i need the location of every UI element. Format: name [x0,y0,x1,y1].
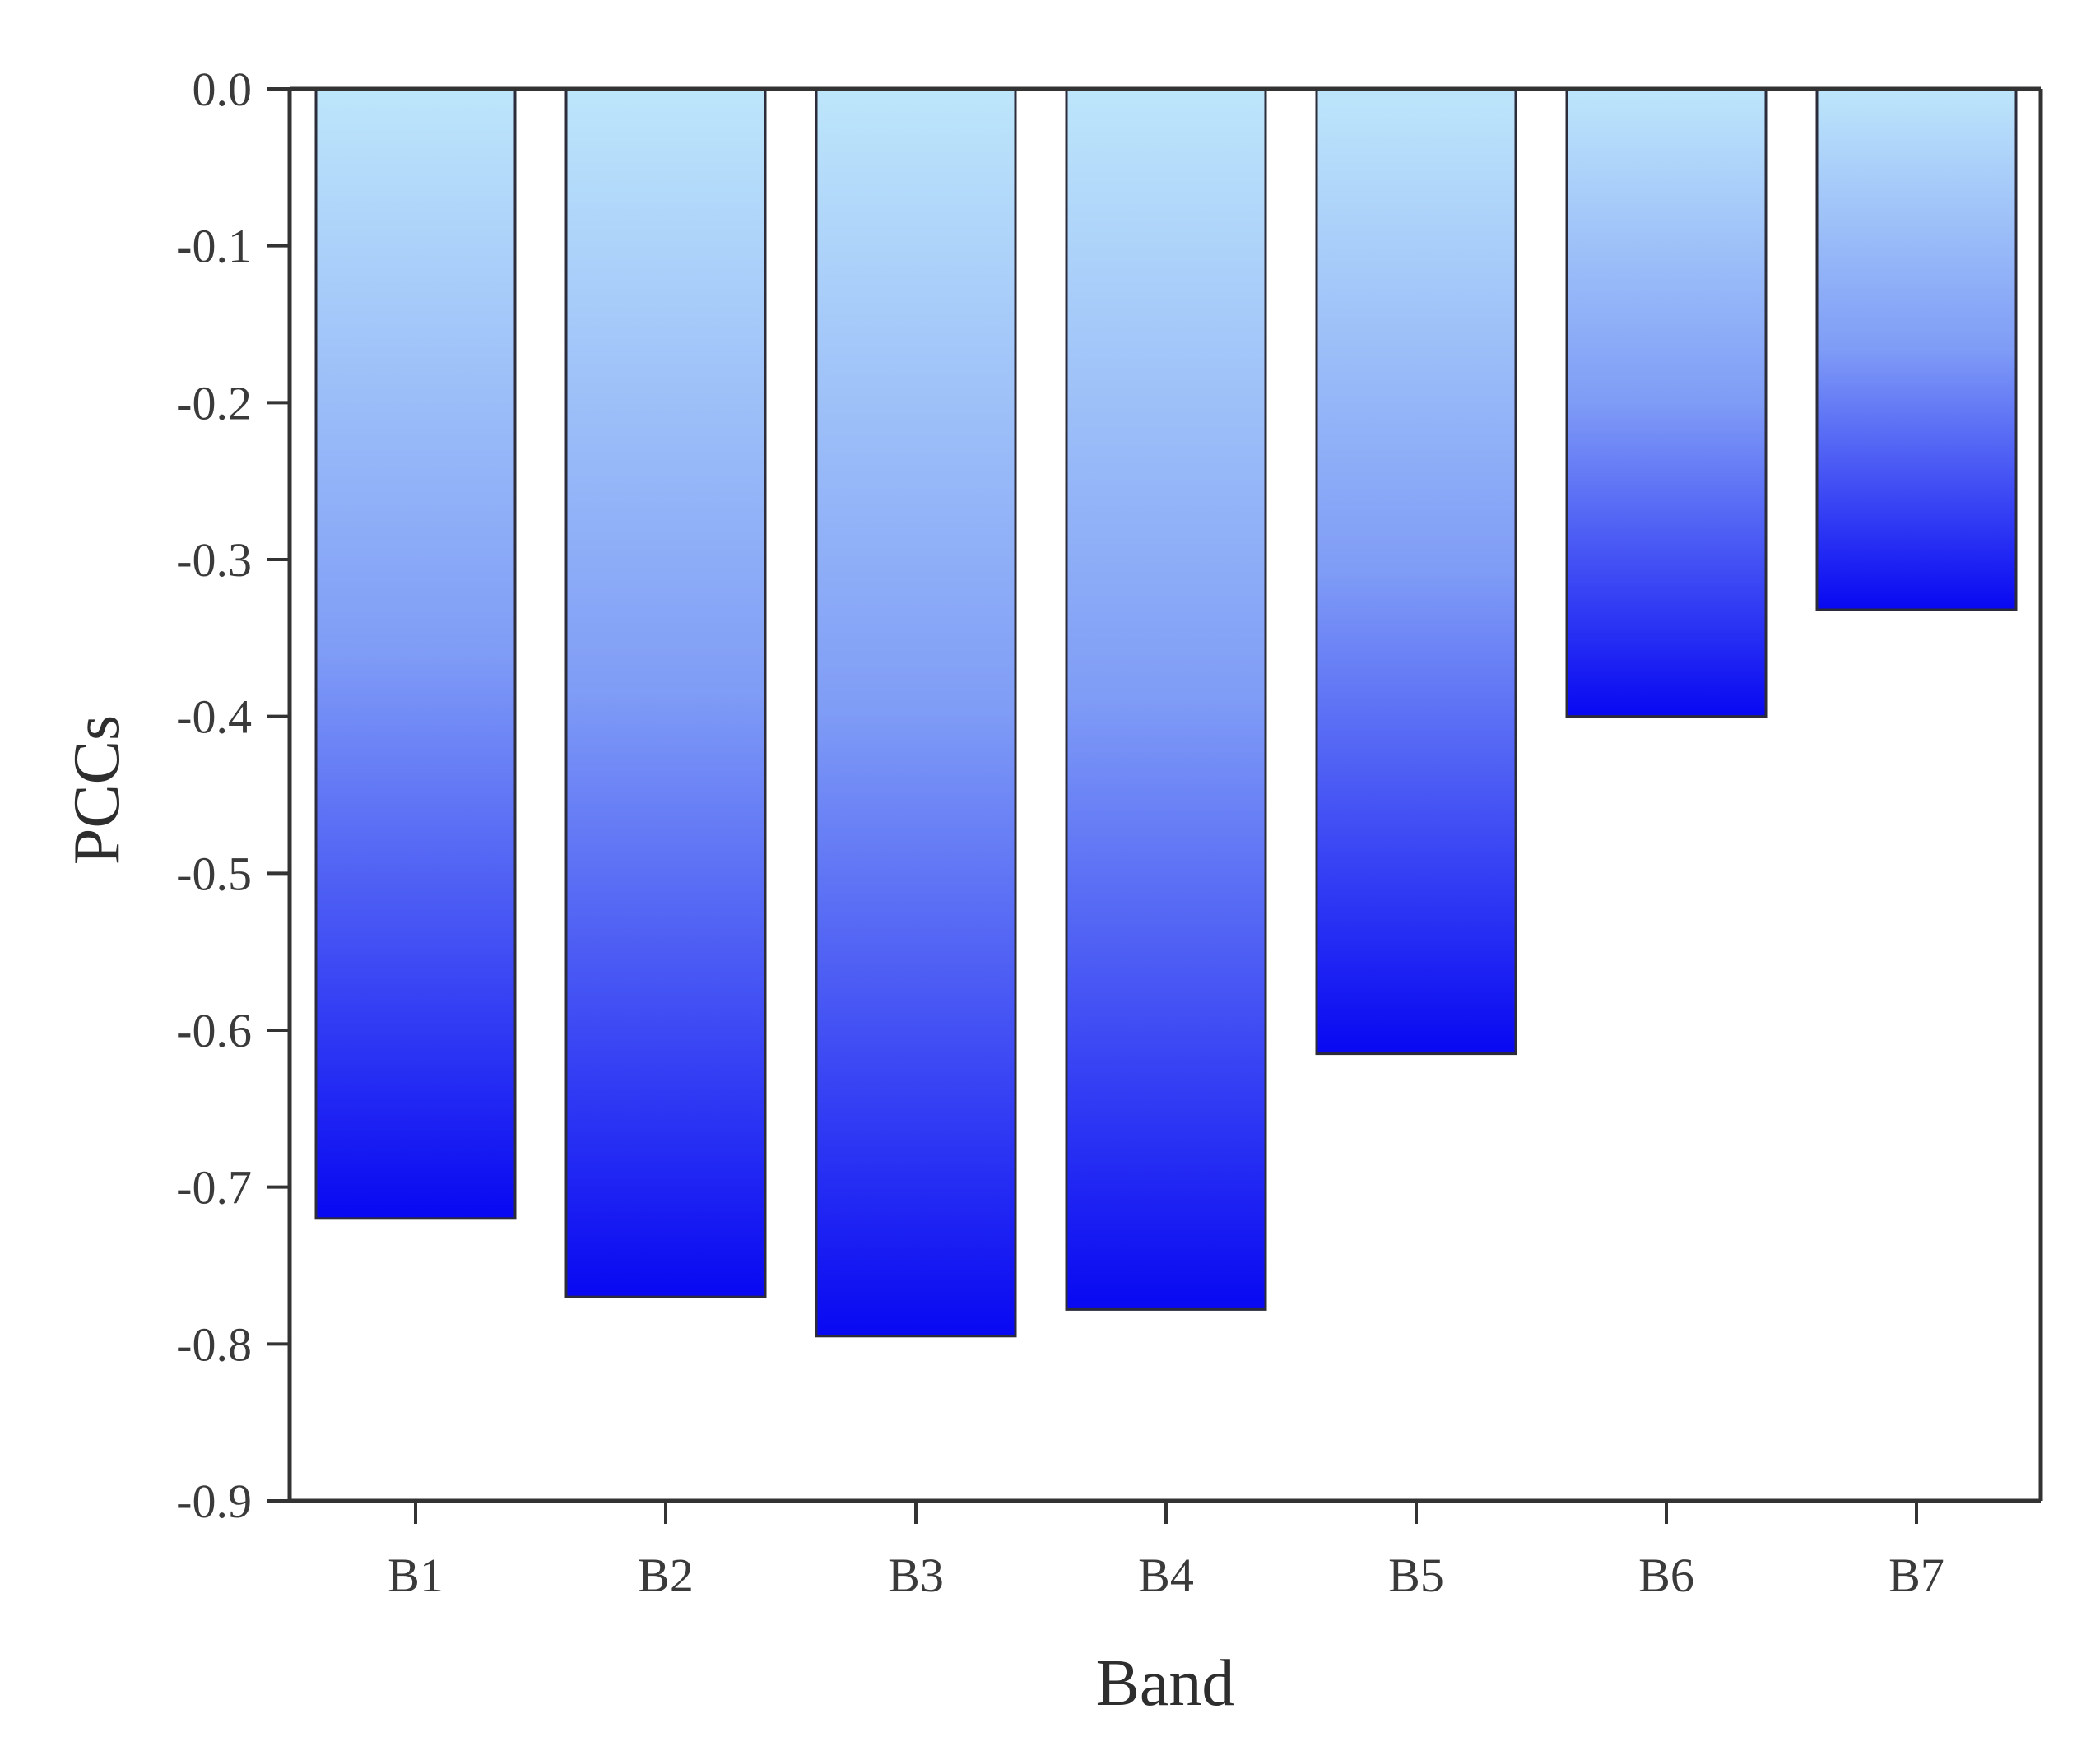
y-tick-label: -0.2 [176,376,252,430]
x-tick-label-b7: B7 [1889,1549,1944,1602]
bar-b1 [314,87,517,1220]
bars [314,87,2018,1338]
x-tick-label-b6: B6 [1638,1549,1694,1602]
y-tick-label: -0.5 [176,847,252,900]
y-axis-ticks: 0.0 -0.1 -0.2 -0.3 -0.4 -0.5 -0.6 -0.7 -0.8 -0.9 [176,63,290,1528]
bar-b3 [815,87,1017,1338]
y-axis-title: PCCs [61,715,133,865]
y-tick-label: 0.0 [193,63,253,116]
bar-b2 [564,87,767,1298]
y-tick-label: -0.6 [176,1004,252,1057]
y-tick-label: -0.3 [176,533,252,587]
bar-b7 [1815,87,2018,611]
x-axis-title: Band [1096,1647,1235,1720]
y-tick-label: -0.9 [176,1475,252,1528]
bar-b6 [1565,87,1768,718]
axes [287,86,2043,1503]
x-tick-label-b4: B4 [1138,1549,1194,1602]
y-tick-label: -0.8 [176,1317,252,1371]
bar-b4 [1065,87,1267,1311]
y-tick-label: -0.4 [176,690,252,744]
x-tick-label-b2: B2 [638,1549,694,1602]
x-tick-label-b5: B5 [1388,1549,1444,1602]
bar-b5 [1315,87,1517,1056]
x-axis-ticks: B1 B2 B3 B4 B5 B6 B7 [388,1501,1944,1602]
x-tick-label-b1: B1 [388,1549,444,1602]
y-tick-label: -0.1 [176,220,252,273]
y-tick-label: -0.7 [176,1161,252,1215]
x-tick-label-b3: B3 [888,1549,944,1602]
